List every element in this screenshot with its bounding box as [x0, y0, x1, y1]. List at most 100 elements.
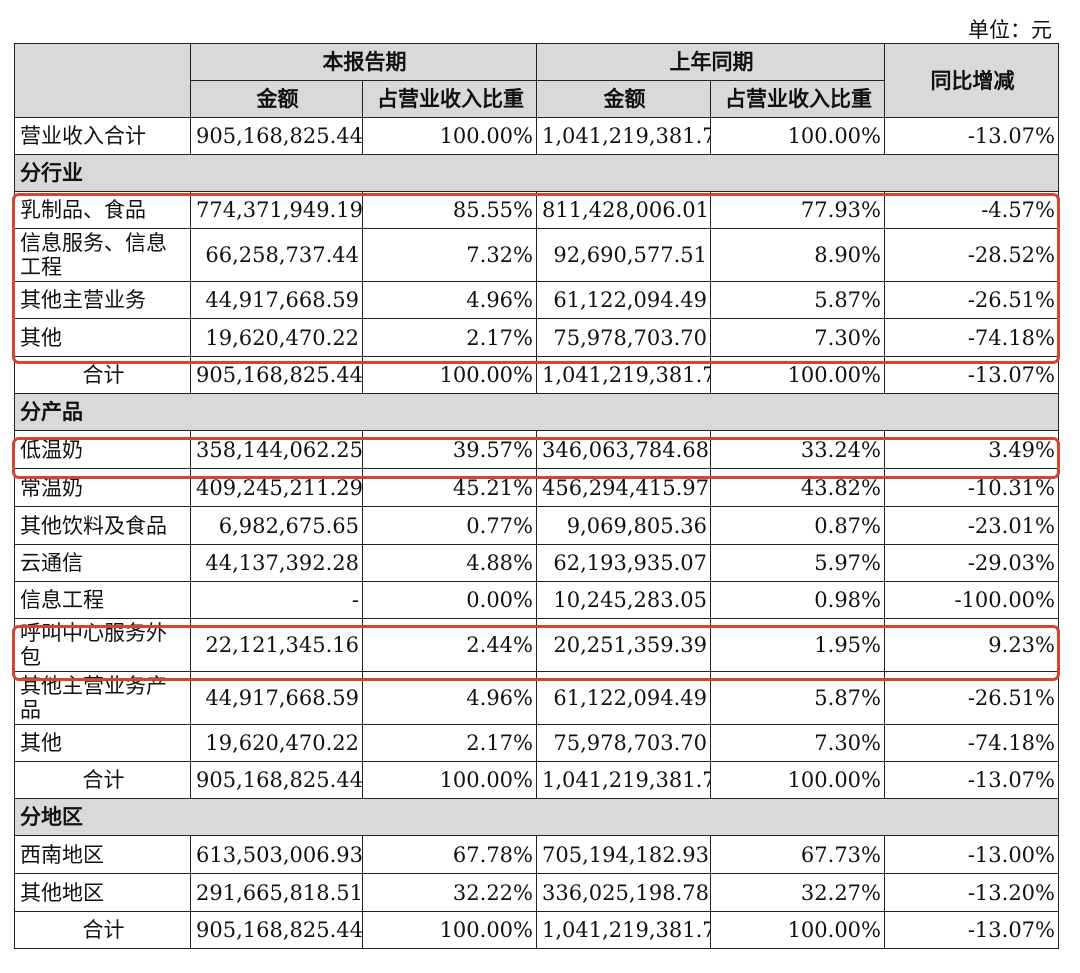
section-by-industry: 分行业	[14, 154, 1059, 192]
current-amount-cell: 19,620,470.22	[190, 318, 363, 357]
prior-share-cell: 0.87%	[710, 506, 885, 545]
prior-share-cell: 33.24%	[710, 430, 885, 469]
current-share-cell: 100.00%	[362, 761, 537, 799]
current-share-cell: 0.00%	[362, 581, 537, 619]
prior-amount-cell: 1,041,219,381.71	[536, 761, 711, 799]
prior-share-cell: 100.00%	[710, 356, 885, 394]
current-share-cell: 7.32%	[362, 228, 537, 282]
table-row: 低温奶 358,144,062.25 39.57% 346,063,784.68 33.…	[14, 430, 1059, 469]
prior-share-cell: 100.00%	[710, 761, 885, 799]
yoy-change-cell: 3.49%	[884, 430, 1059, 469]
subtotal-row: 合计 905,168,825.44 100.00% 1,041,219,381.71 1…	[14, 356, 1059, 394]
table-row: 乳制品、食品 774,371,949.19 85.55% 811,428,006.01…	[14, 191, 1059, 229]
revenue-breakdown-table: 本报告期 上年同期 同比增减 金额 占营业收入比重 金额 占营业收入比重 营业收…	[14, 43, 1059, 949]
prior-amount-cell: 61,122,094.49	[536, 671, 711, 725]
current-amount-cell: 22,121,345.16	[190, 618, 363, 672]
prior-amount-cell: 336,025,198.78	[536, 873, 711, 912]
prior-amount-cell: 1,041,219,381.71	[536, 117, 711, 155]
prior-share-cell: 5.87%	[710, 281, 885, 319]
prior-amount-cell: 20,251,359.39	[536, 618, 711, 672]
prior-share-cell: 77.93%	[710, 191, 885, 229]
table-row: 信息服务、信息工程 66,258,737.44 7.32% 92,690,577.51…	[14, 228, 1059, 282]
yoy-change-cell: -10.31%	[884, 468, 1059, 507]
yoy-change-cell: -13.20%	[884, 873, 1059, 912]
current-share-cell: 100.00%	[362, 911, 537, 949]
section-title: 分产品	[14, 393, 1059, 431]
current-share-cell: 67.78%	[362, 835, 537, 874]
current-share-cell: 2.44%	[362, 618, 537, 672]
current-amount-cell: 6,982,675.65	[190, 506, 363, 545]
current-amount-cell: 613,503,006.93	[190, 835, 363, 874]
prior-amount-cell: 811,428,006.01	[536, 191, 711, 229]
prior-amount-cell: 9,069,805.36	[536, 506, 711, 545]
prior-share-cell: 8.90%	[710, 228, 885, 282]
subtotal-row: 合计 905,168,825.44 100.00% 1,041,219,381.71 1…	[14, 761, 1059, 799]
prior-share-cell: 1.95%	[710, 618, 885, 672]
prior-amount-cell: 1,041,219,381.71	[536, 911, 711, 949]
table-row: 西南地区 613,503,006.93 67.78% 705,194,182.93 67…	[14, 835, 1059, 874]
prior-amount-cell: 346,063,784.68	[536, 430, 711, 469]
current-amount-cell: 905,168,825.44	[190, 911, 363, 949]
prior-amount-cell: 75,978,703.70	[536, 318, 711, 357]
prior-share-cell: 7.30%	[710, 724, 885, 762]
header-current-share: 占营业收入比重	[362, 80, 537, 118]
current-share-cell: 4.88%	[362, 544, 537, 582]
current-amount-cell: 905,168,825.44	[190, 117, 363, 155]
section-by-product: 分产品	[14, 393, 1059, 431]
row-label: 合计	[14, 356, 191, 394]
yoy-change-cell: -29.03%	[884, 544, 1059, 582]
current-share-cell: 4.96%	[362, 671, 537, 725]
table-row: 其他主营业务 44,917,668.59 4.96% 61,122,094.49 5.8…	[14, 281, 1059, 319]
current-amount-cell: 291,665,818.51	[190, 873, 363, 912]
row-label: 低温奶	[14, 430, 191, 469]
header-yoy-change: 同比增减	[884, 43, 1059, 118]
yoy-change-cell: -13.07%	[884, 356, 1059, 394]
header-prior-amount: 金额	[536, 80, 711, 118]
header-blank-cell	[14, 43, 191, 118]
yoy-change-cell: -100.00%	[884, 581, 1059, 619]
yoy-change-cell: -74.18%	[884, 318, 1059, 357]
yoy-change-cell: -23.01%	[884, 506, 1059, 545]
row-label: 其他	[14, 318, 191, 357]
yoy-change-cell: -13.00%	[884, 835, 1059, 874]
yoy-change-cell: -26.51%	[884, 281, 1059, 319]
prior-share-cell: 5.97%	[710, 544, 885, 582]
prior-share-cell: 43.82%	[710, 468, 885, 507]
yoy-change-cell: -13.07%	[884, 911, 1059, 949]
prior-amount-cell: 75,978,703.70	[536, 724, 711, 762]
yoy-change-cell: -13.07%	[884, 117, 1059, 155]
table-row: 云通信 44,137,392.28 4.88% 62,193,935.07 5.97% -…	[14, 544, 1059, 582]
current-amount-cell: 358,144,062.25	[190, 430, 363, 469]
header-prior-share: 占营业收入比重	[710, 80, 885, 118]
prior-amount-cell: 705,194,182.93	[536, 835, 711, 874]
current-amount-cell: 905,168,825.44	[190, 356, 363, 394]
yoy-change-cell: -13.07%	[884, 761, 1059, 799]
current-amount-cell: 66,258,737.44	[190, 228, 363, 282]
current-amount-cell: 44,917,668.59	[190, 671, 363, 725]
table-row: 其他 19,620,470.22 2.17% 75,978,703.70 7.30% -7…	[14, 318, 1059, 357]
table-row: 其他主营业务产品 44,917,668.59 4.96% 61,122,094.49 5…	[14, 671, 1059, 725]
row-label: 其他主营业务产品	[14, 671, 191, 725]
section-title: 分地区	[14, 798, 1059, 836]
table-row: 常温奶 409,245,211.29 45.21% 456,294,415.97 43.…	[14, 468, 1059, 507]
section-by-region: 分地区	[14, 798, 1059, 836]
current-amount-cell: 409,245,211.29	[190, 468, 363, 507]
row-label: 其他	[14, 724, 191, 762]
prior-amount-cell: 92,690,577.51	[536, 228, 711, 282]
header-prior-period: 上年同期	[536, 43, 885, 81]
table-row: 信息工程 -0.00% 10,245,283.05 0.98% -100.00%	[14, 581, 1059, 619]
row-label: 信息服务、信息工程	[14, 228, 191, 282]
current-share-cell: 2.17%	[362, 724, 537, 762]
current-share-cell: 100.00%	[362, 117, 537, 155]
row-label: 常温奶	[14, 468, 191, 507]
current-amount-cell: 19,620,470.22	[190, 724, 363, 762]
row-label: 呼叫中心服务外包	[14, 618, 191, 672]
row-label: 其他饮料及食品	[14, 506, 191, 545]
yoy-change-cell: -74.18%	[884, 724, 1059, 762]
prior-amount-cell: 61,122,094.49	[536, 281, 711, 319]
prior-share-cell: 67.73%	[710, 835, 885, 874]
row-label: 信息工程	[14, 581, 191, 619]
current-amount-cell: 905,168,825.44	[190, 761, 363, 799]
subtotal-row: 合计 905,168,825.44 100.00% 1,041,219,381.71 1…	[14, 911, 1059, 949]
table-row: 呼叫中心服务外包 22,121,345.16 2.44% 20,251,359.39 1…	[14, 618, 1059, 672]
